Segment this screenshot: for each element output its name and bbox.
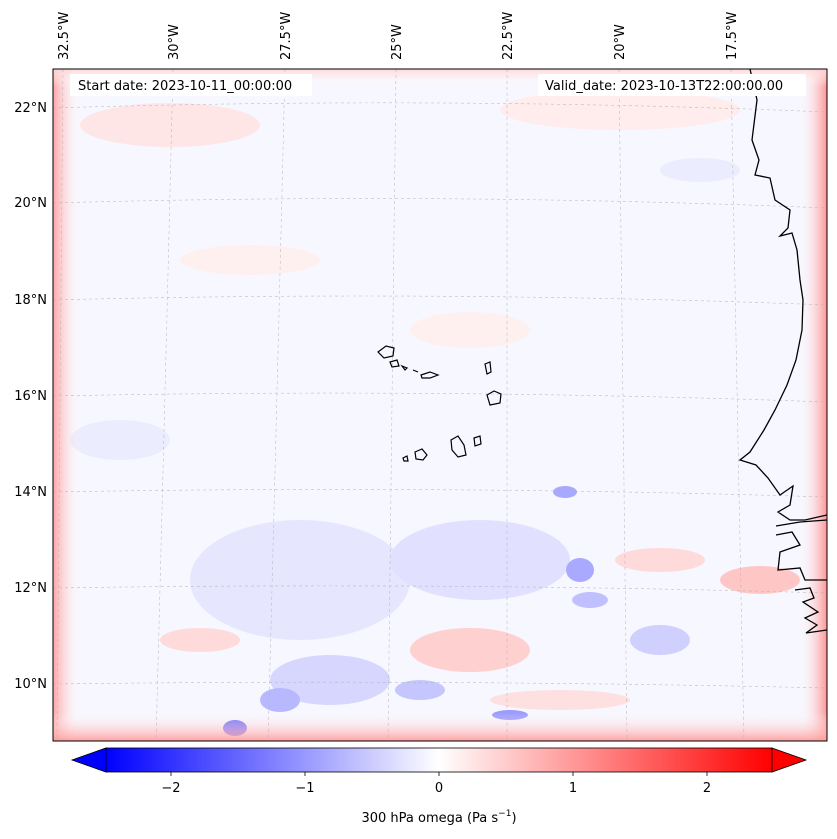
colorbar-tick-neg1: −1 bbox=[295, 781, 314, 796]
lat-label-22n: 22°N bbox=[14, 101, 47, 116]
colorbar-tick-0: 0 bbox=[435, 781, 443, 796]
start-date-label: Start date: 2023-10-11_00:00:00 bbox=[78, 79, 292, 94]
boundary-right bbox=[799, 69, 827, 741]
cape-verde-islands bbox=[377, 345, 502, 462]
colorbar-arrow-left bbox=[70, 747, 107, 773]
lon-label-32-5w: 32.5°W bbox=[57, 12, 72, 60]
lon-label-27-5w: 27.5°W bbox=[279, 12, 294, 60]
colorbar-tick-2: 2 bbox=[703, 781, 711, 796]
lon-label-20w: 20°W bbox=[613, 24, 628, 60]
lat-label-18n: 18°N bbox=[14, 293, 47, 308]
colorbar-label-text: 300 hPa omega (Pa s bbox=[361, 811, 498, 826]
lon-label-17-5w: 17.5°W bbox=[725, 12, 740, 60]
boundary-bottom bbox=[53, 712, 827, 741]
latitude-labels: 22°N 20°N 18°N 16°N 14°N 12°N 10°N bbox=[14, 101, 47, 692]
colorbar-label-end: ) bbox=[511, 811, 516, 826]
lat-label-14n: 14°N bbox=[14, 485, 47, 500]
gridlines bbox=[53, 69, 827, 741]
colorbar-ticks bbox=[170, 772, 708, 776]
lat-label-16n: 16°N bbox=[14, 389, 47, 404]
lon-label-30w: 30°W bbox=[167, 24, 182, 60]
colorbar-body bbox=[105, 747, 773, 773]
lon-label-25w: 25°W bbox=[390, 24, 405, 60]
omega-field-patches bbox=[70, 90, 800, 736]
colorbar-tick-neg2: −2 bbox=[161, 781, 180, 796]
boundary-left bbox=[53, 69, 81, 741]
map-frame bbox=[52, 68, 828, 742]
lon-label-22-5w: 22.5°W bbox=[501, 12, 516, 60]
lat-label-10n: 10°N bbox=[14, 677, 47, 692]
valid-date-label: Valid_date: 2023-10-13T22:00:00.00 bbox=[545, 79, 783, 94]
colorbar: −2 −1 0 1 2 300 hPa omega (Pa s−1) bbox=[70, 747, 808, 826]
colorbar-arrow-right bbox=[771, 747, 808, 773]
map-panel: Start date: 2023-10-11_00:00:00 Valid_da… bbox=[53, 69, 827, 741]
lat-label-12n: 12°N bbox=[14, 581, 47, 596]
lat-label-20n: 20°N bbox=[14, 196, 47, 211]
coastline-africa bbox=[738, 69, 827, 634]
start-date-box bbox=[70, 74, 312, 96]
longitude-labels: 32.5°W 30°W 27.5°W 25°W 22.5°W 20°W 17.5… bbox=[57, 12, 740, 60]
colorbar-tick-labels: −2 −1 0 1 2 bbox=[161, 781, 711, 796]
valid-date-box bbox=[538, 74, 806, 96]
colorbar-label-sup: −1 bbox=[498, 809, 511, 819]
colorbar-label: 300 hPa omega (Pa s−1) bbox=[361, 809, 516, 826]
colorbar-tick-1: 1 bbox=[569, 781, 577, 796]
